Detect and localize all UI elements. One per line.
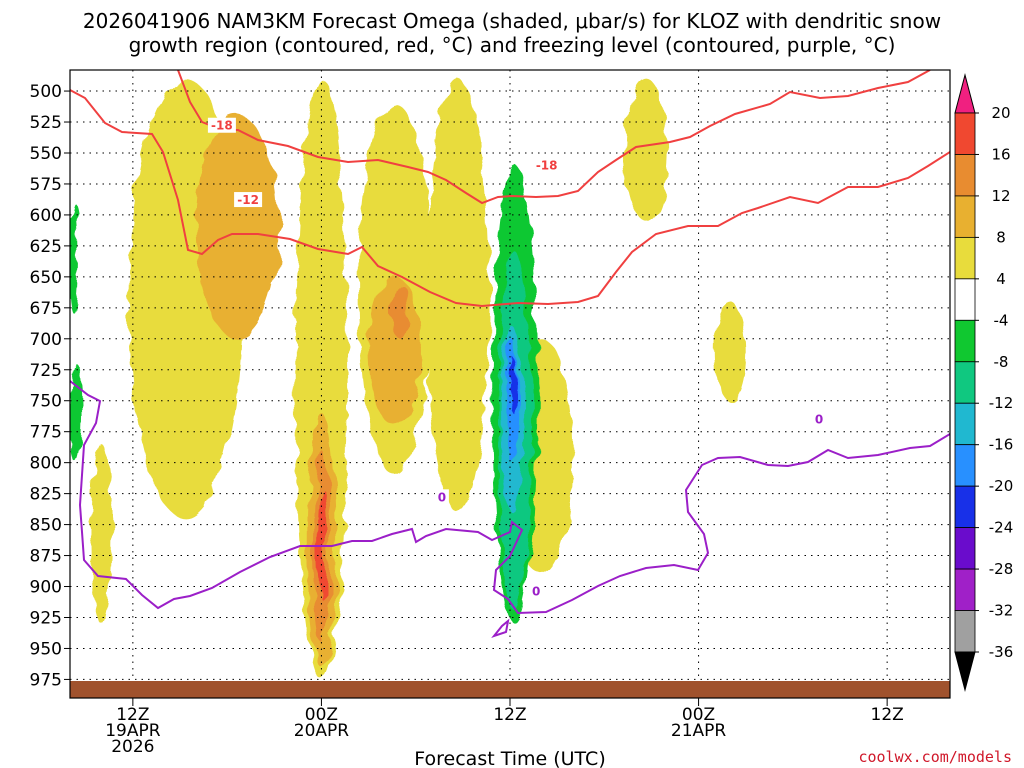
colorbar-segment-2 bbox=[954, 195, 976, 238]
y-tick-label-650: 650 bbox=[30, 268, 62, 288]
x-tick-label-60-0: 00Z bbox=[682, 705, 715, 725]
omega-area-7 bbox=[90, 444, 112, 624]
contour-label-2: -12 bbox=[237, 193, 259, 207]
x-tick-label-6-2: 2026 bbox=[111, 737, 154, 757]
omega-area-19 bbox=[70, 202, 80, 314]
colorbar-label-12: 12 bbox=[991, 187, 1010, 205]
contour-label-bg-2 bbox=[234, 192, 263, 208]
colorbar-label--4: -4 bbox=[994, 311, 1009, 329]
colorbar-segment-7 bbox=[954, 402, 976, 446]
colorbar-segment-9 bbox=[954, 485, 976, 529]
colorbar-label-16: 16 bbox=[991, 145, 1010, 163]
x-axis-label: Forecast Time (UTC) bbox=[414, 748, 605, 768]
y-tick-label-900: 900 bbox=[30, 578, 62, 598]
colorbar-label--36: -36 bbox=[989, 643, 1014, 661]
colorbar-segment-3 bbox=[954, 236, 976, 280]
plot-area: -18 -18 -12 0 0 0 bbox=[69, 69, 951, 699]
colorbar-label-8: 8 bbox=[996, 228, 1006, 246]
colorbar-segment-10 bbox=[954, 527, 976, 570]
y-tick-label-750: 750 bbox=[30, 392, 62, 412]
contour-label-5: 0 bbox=[815, 412, 823, 426]
x-tick-label-24-1: 20APR bbox=[294, 721, 350, 741]
y-tick-label-825: 825 bbox=[30, 485, 62, 505]
x-tick-label-6-1: 19APR bbox=[105, 721, 161, 741]
y-tick-label-700: 700 bbox=[30, 330, 62, 350]
colorbar-segment-5 bbox=[954, 319, 976, 363]
contour-labels: -18 -18 -12 0 0 0 bbox=[207, 117, 827, 599]
chart-title-line2: growth region (contoured, red, °C) and f… bbox=[129, 33, 896, 57]
contour-label-bg-5 bbox=[812, 411, 827, 427]
colorbar-label--28: -28 bbox=[989, 560, 1014, 578]
y-tick-label-875: 875 bbox=[30, 547, 62, 567]
contour-label-3: 0 bbox=[438, 490, 446, 504]
colorbar-over-triangle bbox=[954, 73, 976, 114]
y-tick-label-675: 675 bbox=[30, 299, 62, 319]
y-tick-label-550: 550 bbox=[30, 144, 62, 164]
contour-label-bg-1 bbox=[532, 157, 561, 173]
omega-area-20 bbox=[70, 363, 83, 463]
credit-label: coolwx.com/models bbox=[858, 748, 1012, 766]
colorbar-label--32: -32 bbox=[989, 602, 1014, 620]
contour-label-1: -18 bbox=[536, 158, 558, 172]
contour-label-bg-0 bbox=[207, 117, 236, 133]
y-tick-label-625: 625 bbox=[30, 237, 62, 257]
contours bbox=[70, 70, 950, 639]
colorbar-segment-1 bbox=[954, 154, 976, 197]
y-tick-label-575: 575 bbox=[30, 175, 62, 195]
colorbar: 20 16 12 8 4 -4 -8 -12 -16 -20 -24 -28 -32 -36 bbox=[954, 73, 1014, 692]
omega-area-6 bbox=[714, 301, 746, 401]
omega-area-3 bbox=[426, 78, 490, 513]
y-tick-label-525: 525 bbox=[30, 113, 62, 133]
colorbar-segment-11 bbox=[954, 568, 976, 611]
ground-surface bbox=[70, 681, 950, 698]
colorbar-label--20: -20 bbox=[989, 477, 1014, 495]
y-tick-label-850: 850 bbox=[30, 516, 62, 536]
x-tick-label-42-0: 12Z bbox=[493, 705, 526, 725]
dgz-contour-minus12 bbox=[177, 70, 931, 205]
colorbar-segment-8 bbox=[954, 444, 976, 487]
omega-area-13 bbox=[316, 487, 327, 599]
colorbar-segment-6 bbox=[954, 361, 976, 404]
omega-shading bbox=[70, 78, 746, 680]
y-tick-label-800: 800 bbox=[30, 454, 62, 474]
grid-lines bbox=[70, 70, 950, 698]
contour-label-4: 0 bbox=[532, 584, 540, 598]
y-tick-label-925: 925 bbox=[30, 608, 62, 628]
colorbar-label--16: -16 bbox=[989, 436, 1014, 454]
x-tick-label-6-0: 12Z bbox=[116, 705, 149, 725]
omega-area-8 bbox=[195, 115, 280, 339]
x-tick-label-24-0: 00Z bbox=[305, 705, 338, 725]
x-tick-label-60-1: 21APR bbox=[671, 721, 727, 741]
colorbar-label-20: 20 bbox=[991, 104, 1010, 122]
colorbar-label-4: 4 bbox=[996, 270, 1006, 288]
y-axis: 500 525 550 575 600 625 650 675 700 725 750 775 800 8… bbox=[30, 82, 70, 690]
colorbar-segment-12 bbox=[954, 610, 976, 653]
freezing-level-contour bbox=[70, 380, 950, 615]
omega-area-18 bbox=[510, 357, 517, 414]
y-tick-label-775: 775 bbox=[30, 423, 62, 443]
dgz-contour-minus18 bbox=[70, 89, 950, 308]
contour-label-bg-3 bbox=[434, 489, 449, 505]
y-tick-label-725: 725 bbox=[30, 361, 62, 381]
x-tick-label-78-0: 12Z bbox=[871, 705, 904, 725]
omega-area-11 bbox=[391, 283, 409, 339]
omega-area-5 bbox=[625, 78, 668, 222]
contour-label-0: -18 bbox=[211, 119, 233, 133]
y-tick-label-500: 500 bbox=[30, 82, 62, 102]
y-tick-label-950: 950 bbox=[30, 639, 62, 659]
freezing-level-contour-small bbox=[491, 618, 510, 639]
y-tick-label-600: 600 bbox=[30, 206, 62, 226]
colorbar-label--12: -12 bbox=[989, 394, 1014, 412]
colorbar-under-triangle bbox=[954, 651, 976, 692]
colorbar-segment-0 bbox=[954, 112, 976, 155]
y-tick-label-975: 975 bbox=[30, 670, 62, 690]
colorbar-label--8: -8 bbox=[994, 353, 1009, 371]
chart-title-line1: 2026041906 NAM3KM Forecast Omega (shaded… bbox=[83, 9, 941, 33]
colorbar-segment-4 bbox=[954, 278, 976, 321]
contour-label-bg-4 bbox=[529, 583, 544, 599]
colorbar-label--24: -24 bbox=[989, 519, 1014, 537]
